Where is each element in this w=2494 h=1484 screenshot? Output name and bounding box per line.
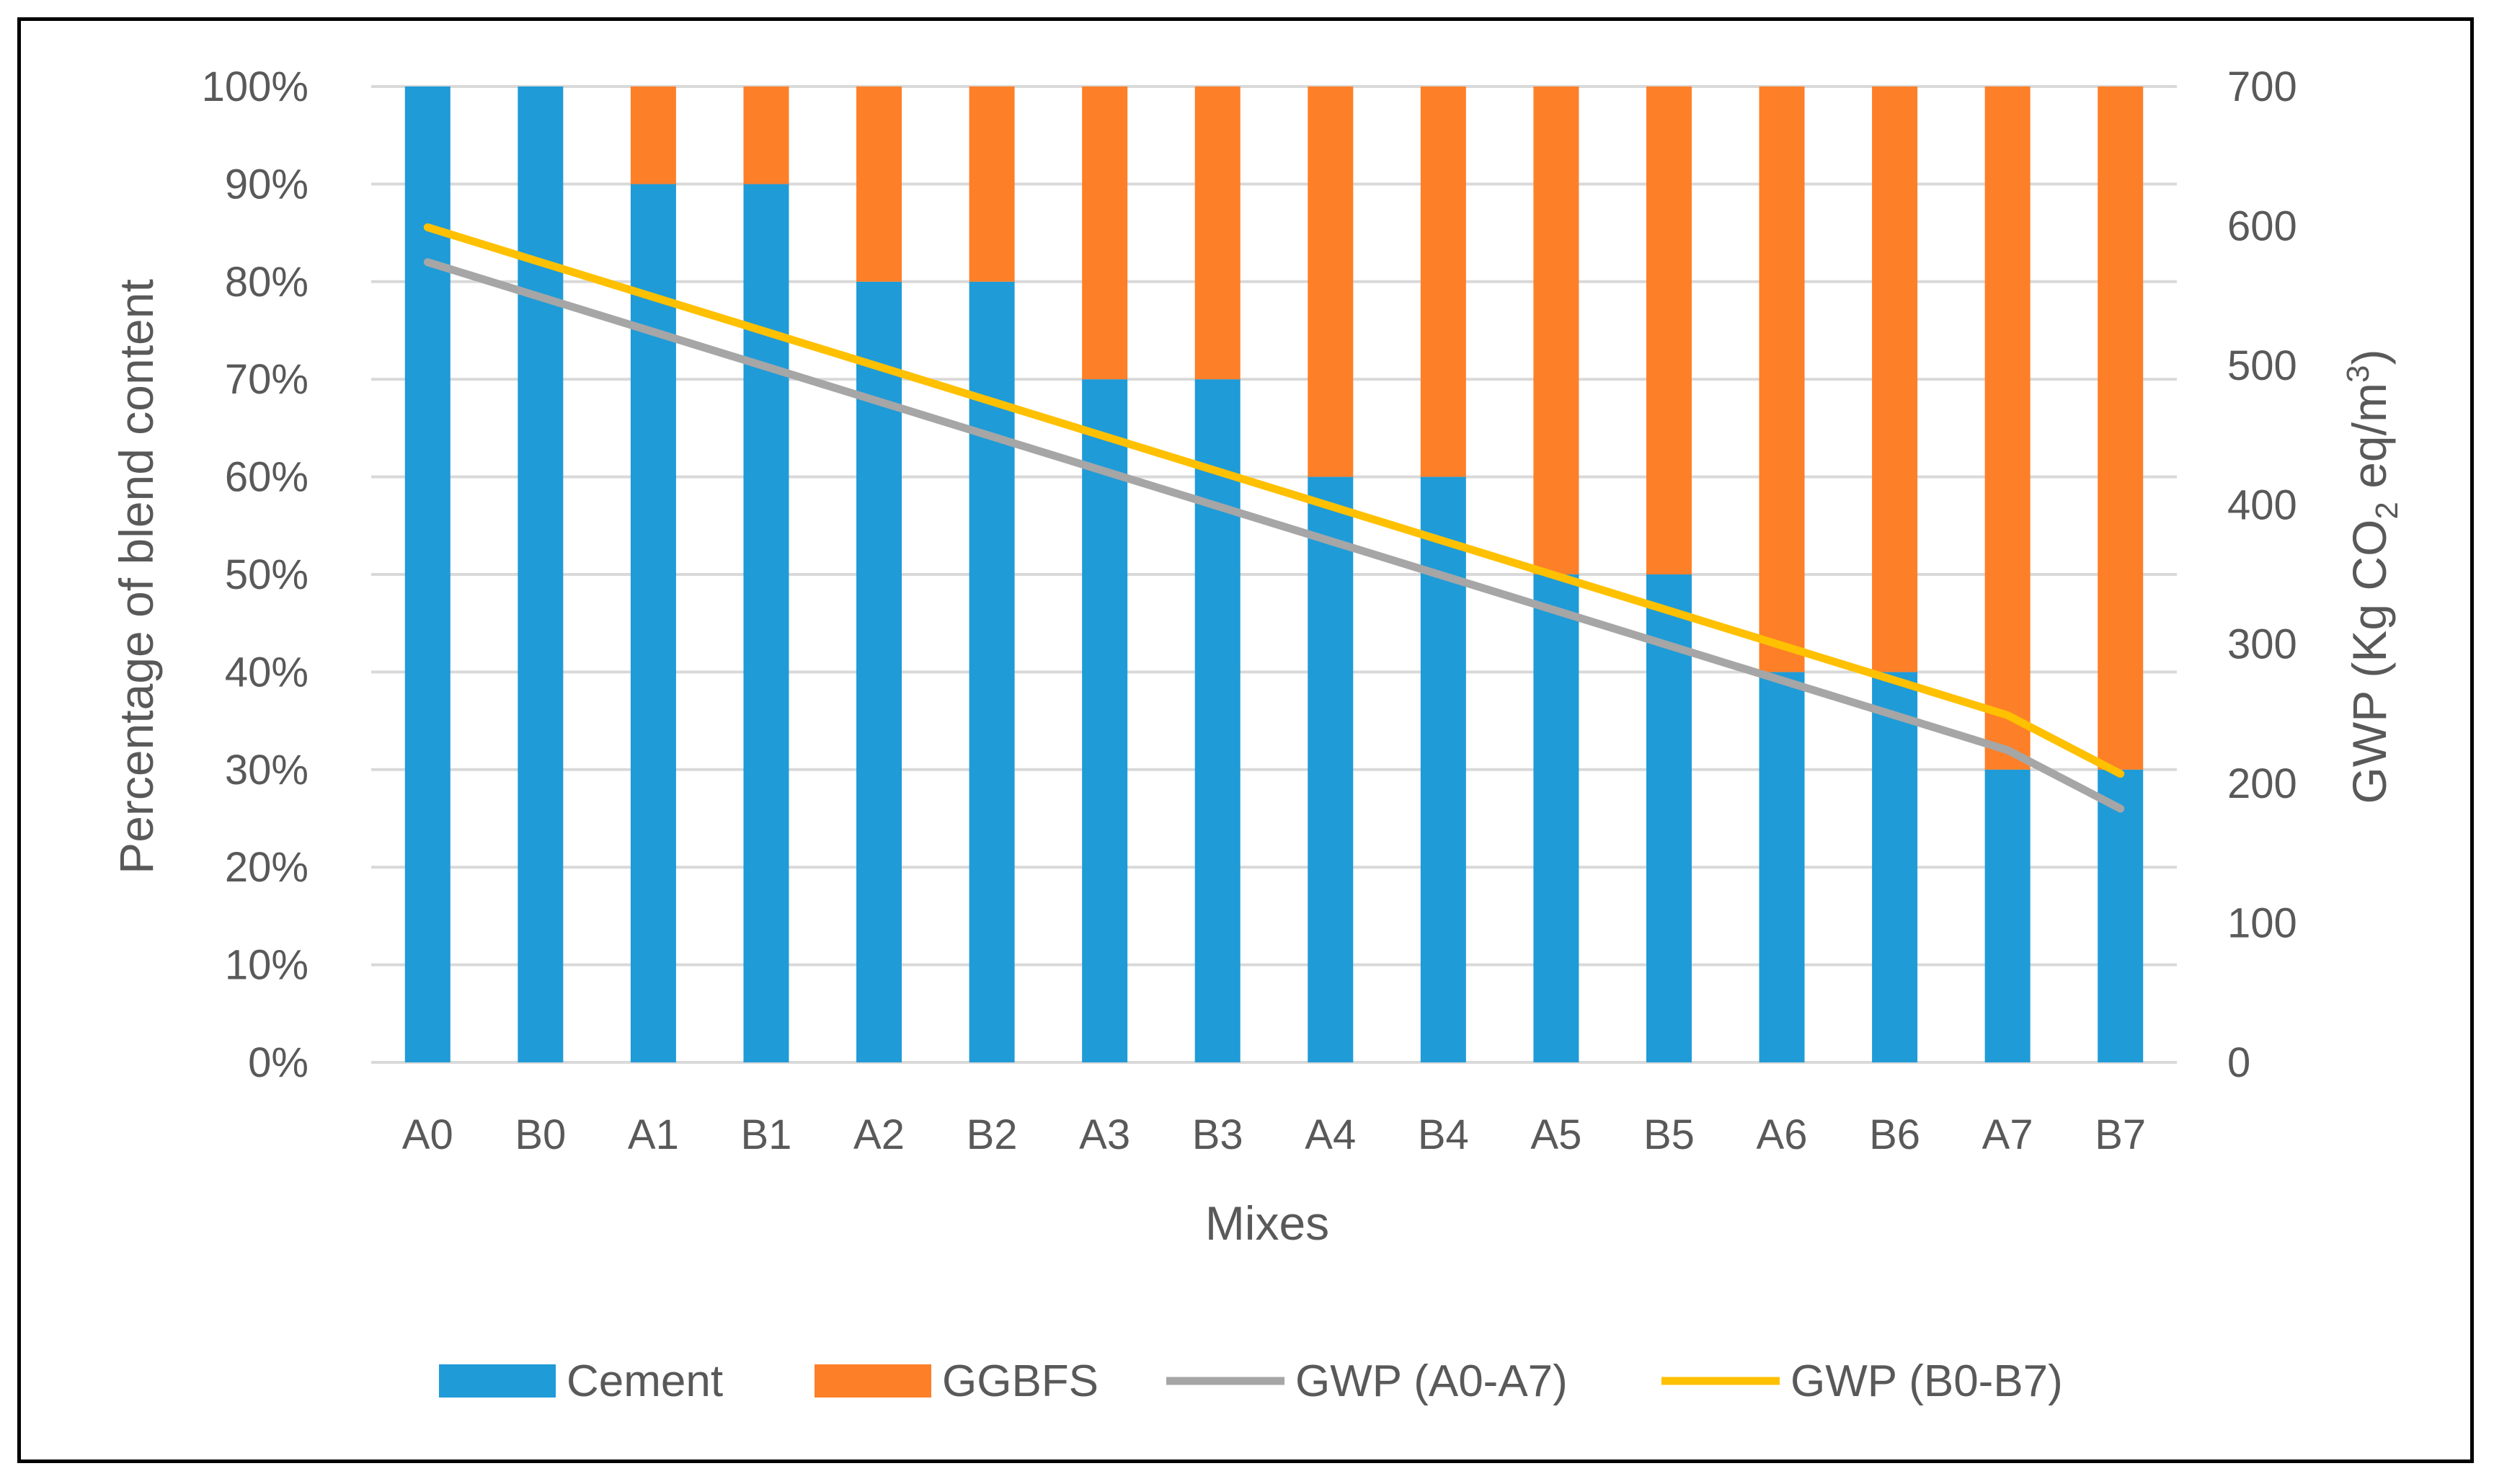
y-axis-title: Percentage of blend content bbox=[110, 279, 163, 874]
bar-cement bbox=[1194, 379, 1241, 1062]
y2-axis-title-prefix: GWP (Kg CO bbox=[2343, 520, 2396, 804]
bar-ggbfs bbox=[1759, 86, 1805, 672]
bar-ggbfs bbox=[1872, 86, 1918, 672]
y2-tick-label: 0 bbox=[2227, 1039, 2250, 1086]
x-tick-label: A3 bbox=[1079, 1111, 1130, 1158]
bar-ggbfs bbox=[1984, 86, 2031, 770]
y2-tick-label: 600 bbox=[2227, 203, 2297, 249]
bar-ggbfs bbox=[1646, 86, 1692, 574]
legend: Cement GGBFS GWP (A0-A7) GWP (B0-B7) bbox=[439, 1356, 2063, 1406]
y-tick-label: 30% bbox=[225, 747, 309, 794]
y-tick-label: 80% bbox=[225, 259, 309, 306]
x-tick-label: A0 bbox=[402, 1111, 453, 1158]
x-tick-label: B5 bbox=[1643, 1111, 1695, 1158]
bar-ggbfs bbox=[856, 86, 902, 282]
left-axis-ticks: 0% 10% 20% 30% 40% 50% 60% 70% 80% 90% 100% bbox=[202, 63, 309, 1086]
y-tick-label: 60% bbox=[225, 454, 309, 501]
line-gwp-a bbox=[423, 258, 2125, 813]
x-axis-title: Mixes bbox=[1205, 1196, 1329, 1250]
legend-swatch-ggbfs bbox=[815, 1364, 931, 1398]
y-tick-label: 40% bbox=[225, 649, 309, 696]
x-tick-label: A1 bbox=[628, 1111, 679, 1158]
legend-label-ggbfs: GGBFS bbox=[942, 1356, 1099, 1406]
y2-axis-title-subscript: 2 bbox=[2369, 502, 2405, 519]
x-tick-label: A7 bbox=[1982, 1111, 2033, 1158]
y2-axis-title: GWP (Kg CO2 eq/m3) bbox=[2340, 350, 2405, 804]
x-tick-label: B6 bbox=[1869, 1111, 1920, 1158]
x-tick-label: B3 bbox=[1192, 1111, 1243, 1158]
y-tick-label: 50% bbox=[225, 551, 309, 598]
bar-ggbfs bbox=[1194, 86, 1241, 380]
bar-ggbfs bbox=[630, 86, 676, 185]
x-tick-label: B2 bbox=[967, 1111, 1018, 1158]
y2-tick-label: 100 bbox=[2227, 900, 2297, 947]
bar-cement bbox=[856, 281, 902, 1062]
bar-cement bbox=[1308, 476, 1354, 1062]
bar-ggbfs bbox=[2098, 86, 2144, 770]
x-tick-label: B1 bbox=[740, 1111, 791, 1158]
y2-axis-title-mid: eq/m bbox=[2343, 383, 2396, 502]
bar-cement bbox=[1420, 476, 1466, 1062]
x-tick-label: A4 bbox=[1305, 1111, 1356, 1158]
bar-cement bbox=[1872, 672, 1918, 1062]
y2-tick-label: 700 bbox=[2227, 63, 2297, 110]
legend-swatch-cement bbox=[439, 1364, 556, 1398]
bar-ggbfs bbox=[743, 86, 789, 185]
y-tick-label: 90% bbox=[225, 161, 309, 208]
bar-cement bbox=[1759, 672, 1805, 1062]
x-tick-label: A6 bbox=[1757, 1111, 1808, 1158]
bar-ggbfs bbox=[1082, 86, 1128, 380]
x-tick-label: B0 bbox=[515, 1111, 566, 1158]
y2-tick-label: 500 bbox=[2227, 342, 2297, 389]
y-tick-label: 100% bbox=[202, 63, 309, 110]
y2-tick-label: 200 bbox=[2227, 760, 2297, 807]
gwp-lines bbox=[423, 223, 2125, 813]
bar-cement bbox=[1646, 574, 1692, 1062]
bar-cement bbox=[2098, 769, 2144, 1062]
y-tick-label: 0% bbox=[248, 1039, 309, 1086]
x-tick-label: A2 bbox=[853, 1111, 905, 1158]
bar-cement bbox=[630, 184, 676, 1062]
y-tick-label: 20% bbox=[225, 844, 309, 891]
bar-cement bbox=[969, 281, 1015, 1062]
bar-cement bbox=[1533, 574, 1579, 1062]
y2-axis-title-superscript: 3 bbox=[2340, 365, 2376, 383]
bar-ggbfs bbox=[969, 86, 1015, 282]
bar-cement bbox=[1082, 379, 1128, 1062]
y2-tick-label: 400 bbox=[2227, 481, 2297, 528]
bar-ggbfs bbox=[1420, 86, 1466, 477]
x-tick-label: B7 bbox=[2095, 1111, 2146, 1158]
x-axis-ticks: A0 B0 A1 B1 A2 B2 A3 B3 A4 B4 A5 B5 A6 B6 A7 B7 bbox=[402, 1111, 2146, 1158]
y-tick-label: 10% bbox=[225, 942, 309, 989]
legend-label-cement: Cement bbox=[567, 1356, 723, 1406]
x-tick-label: A5 bbox=[1530, 1111, 1581, 1158]
bar-cement bbox=[1984, 769, 2031, 1062]
bar-cement bbox=[518, 86, 564, 1062]
bar-ggbfs bbox=[1308, 86, 1354, 477]
y2-axis-title-suffix: ) bbox=[2343, 350, 2396, 365]
bar-cement bbox=[743, 184, 789, 1062]
bars bbox=[404, 86, 2144, 1062]
x-tick-label: B4 bbox=[1418, 1111, 1469, 1158]
legend-label-gwp-b: GWP (B0-B7) bbox=[1790, 1356, 2063, 1406]
bar-ggbfs bbox=[1533, 86, 1579, 574]
line-gwp-b bbox=[423, 223, 2125, 778]
right-axis-ticks: 0 100 200 300 400 500 600 700 bbox=[2227, 63, 2297, 1086]
bar-cement bbox=[404, 86, 451, 1062]
y2-tick-label: 300 bbox=[2227, 621, 2297, 668]
y-tick-label: 70% bbox=[225, 356, 309, 403]
chart-frame bbox=[17, 17, 2474, 1463]
legend-label-gwp-a: GWP (A0-A7) bbox=[1295, 1356, 1568, 1406]
